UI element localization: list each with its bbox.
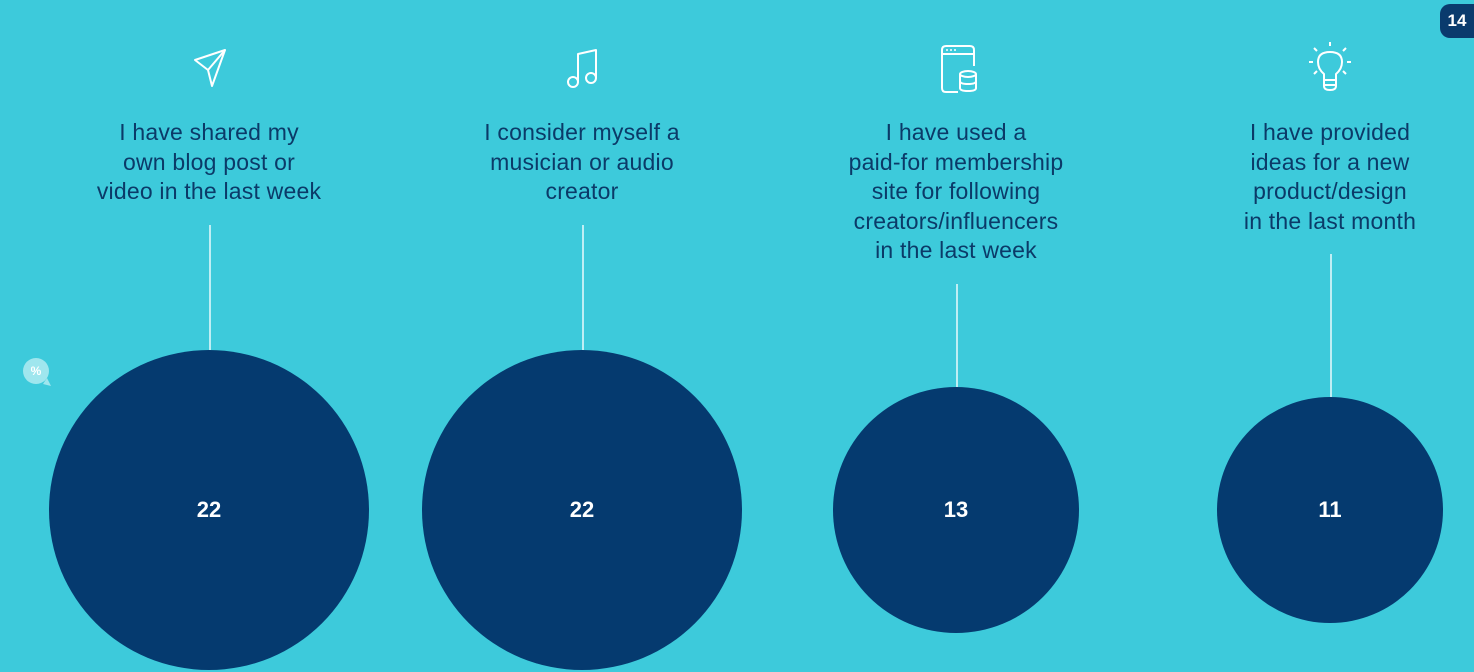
bubble-label-line: I have shared my xyxy=(119,119,299,145)
bubble-label-line: I have used a xyxy=(885,119,1027,145)
bubble-column: I have provided ideas for a new product/de… xyxy=(1160,0,1474,672)
bubble-label-line: video in the last week xyxy=(96,178,322,204)
bubble-column: I consider myself a musician or audio crea… xyxy=(412,0,752,672)
page-number-badge: 14 xyxy=(1440,4,1474,38)
percent-badge-tail xyxy=(43,378,51,386)
connector-line xyxy=(209,224,211,350)
bubble-label-line: product/design xyxy=(1253,178,1407,204)
value-bubble: 11 xyxy=(1216,396,1444,624)
bubble-label-line: creator xyxy=(545,178,619,204)
bubble-label-line: musician or audio xyxy=(490,148,674,175)
percent-icon: % xyxy=(23,358,49,384)
value-bubble: 22 xyxy=(49,350,369,670)
value-bubble: 13 xyxy=(833,387,1079,633)
connector-line xyxy=(582,224,584,350)
bubble-column: I have shared my own blog post or video in… xyxy=(39,0,379,672)
bubble-label-line: ideas for a new xyxy=(1250,148,1410,175)
percent-unit-badge: % xyxy=(23,358,51,386)
paper-plane-icon xyxy=(179,38,239,98)
bubble-label-line: creators/influencers xyxy=(853,207,1059,234)
bubble-label-line: site for following xyxy=(871,178,1041,204)
bubble-label-line: I have provided xyxy=(1249,119,1411,145)
bubble-label: I consider myself a musician or audio crea… xyxy=(412,118,752,207)
music-note-icon xyxy=(552,38,612,98)
bubble-label-line: I consider myself a xyxy=(484,119,680,145)
bubble-label-line: own blog post or xyxy=(123,148,295,175)
bubble-label: I have provided ideas for a new product/de… xyxy=(1160,118,1474,236)
bubble-label: I have used a paid-for membership site for… xyxy=(786,118,1126,266)
bubble-label-line: in the last week xyxy=(875,237,1037,263)
bubble-label-line: paid-for membership xyxy=(848,148,1064,175)
lightbulb-icon xyxy=(1300,38,1360,98)
value-label: 11 xyxy=(1318,496,1342,522)
value-label: 22 xyxy=(196,497,222,522)
connector-line xyxy=(1330,254,1332,397)
browser-database-icon xyxy=(926,38,986,98)
bubble-label-line: in the last month xyxy=(1243,207,1417,234)
value-bubble: 22 xyxy=(422,350,742,670)
bubble-column: I have used a paid-for membership site for… xyxy=(786,0,1126,672)
value-label: 22 xyxy=(569,497,595,522)
value-label: 13 xyxy=(943,496,969,522)
connector-line xyxy=(956,283,958,387)
bubble-label: I have shared my own blog post or video in… xyxy=(39,118,379,207)
